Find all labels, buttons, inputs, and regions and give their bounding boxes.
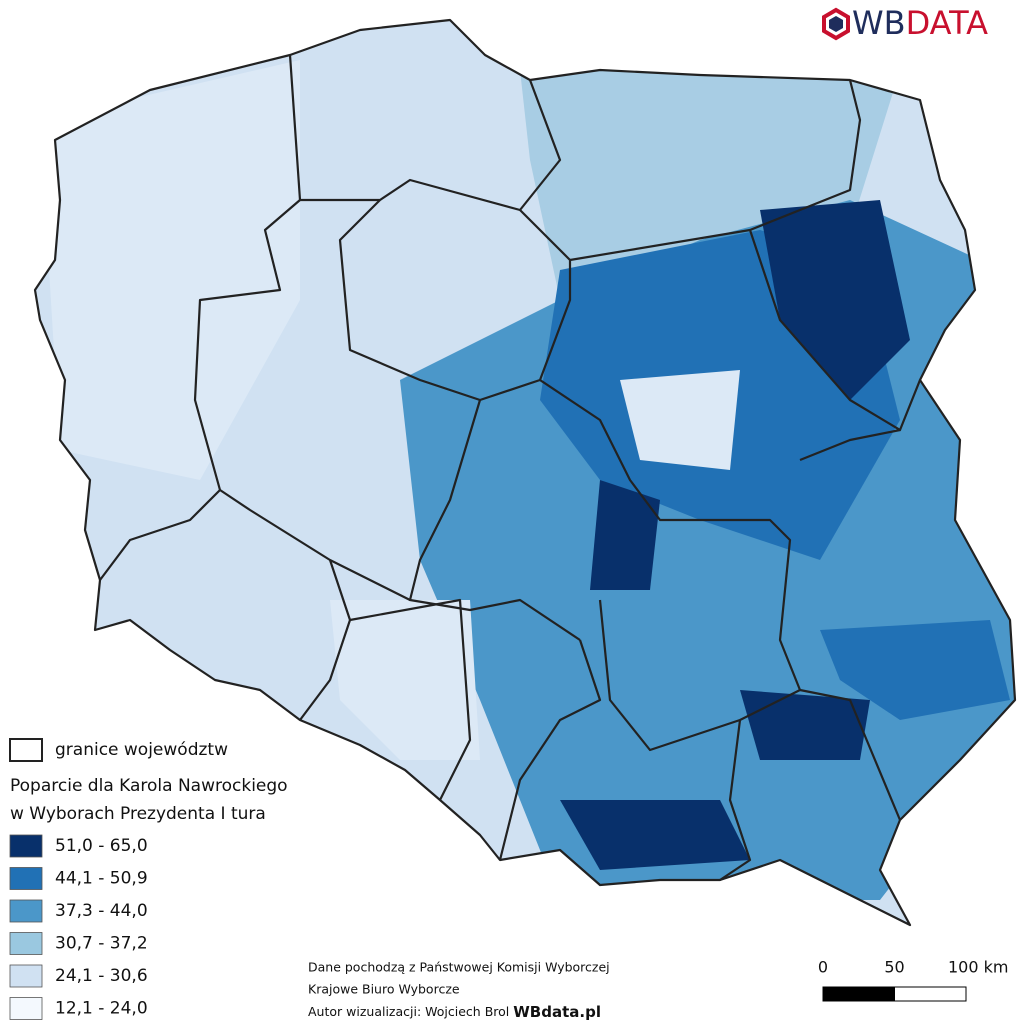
voivodeship-border [99,489,221,581]
scale-label: 0 [818,958,828,977]
map-area [820,620,1010,720]
author: Autor wizualizacji: Wojciech Brol [308,1004,509,1019]
class-label: 37,3 - 44,0 [55,901,148,921]
scale-segment [822,986,895,1002]
class-swatch [9,964,43,988]
scale-label: 100 km [948,958,1008,977]
boundary-swatch [9,738,43,762]
map-area [330,600,480,760]
legend-classes: 51,0 - 65,0 44,1 - 50,9 37,3 - 44,0 30,7 - … [9,834,148,1020]
source-line: Dane pochodzą z Państwowej Komisji Wybor… [308,960,610,975]
site: WBdata.pl [513,1003,601,1021]
scale-segment [894,986,967,1002]
logo-text: WBDATA [852,4,988,42]
legend-title: w Wyborach Prezydenta I tura [10,804,266,824]
class-label: 44,1 - 50,9 [55,869,148,889]
class-label: 24,1 - 30,6 [55,966,148,986]
voivodeship-border [719,719,752,881]
country-border [33,18,1017,927]
voivodeship-border [299,559,352,721]
map-area [520,70,900,300]
logo: WBDATA [822,4,988,42]
logo-icon [822,7,850,41]
scale-bar: 0 50 100 km [818,958,1008,1002]
class-label: 51,0 - 65,0 [55,836,148,856]
logo-prefix: WB [852,4,906,42]
map-area [620,370,740,470]
voivodeship-borders [33,18,1017,927]
map-area [560,800,750,870]
class-label: 30,7 - 37,2 [55,934,148,954]
map-area [40,60,300,480]
source-line: Krajowe Biuro Wyborcze [308,982,460,997]
class-label: 12,1 - 24,0 [55,999,148,1019]
legend-title: Poparcie dla Karola Nawrockiego [10,776,288,796]
voivodeship-border [300,79,562,212]
class-swatch [9,834,43,858]
boundary-label: granice województw [55,740,228,760]
voivodeship-border [598,599,801,752]
class-swatch [9,997,43,1020]
class-swatch [9,932,43,955]
map-area [590,480,660,590]
source-line: Autor wizualizacji: Wojciech Brol WBdata… [308,1003,601,1021]
voivodeship-border [219,489,411,601]
voivodeship-border [349,598,472,801]
voivodeship-border [498,639,602,861]
class-swatch [9,867,43,890]
logo-suffix: DATA [906,4,989,42]
map-area [740,690,870,760]
scale-label: 50 [884,958,904,977]
voivodeship-border [799,428,901,462]
voivodeship-border [748,229,922,432]
map-area [760,200,910,400]
voivodeship-border [539,379,902,821]
class-swatch [9,899,43,923]
voivodeship-border [569,79,862,262]
logo-icon [829,16,843,32]
